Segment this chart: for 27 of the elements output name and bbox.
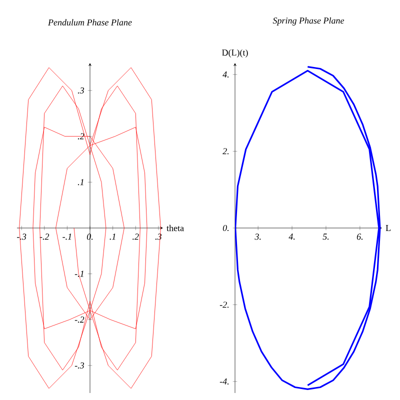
x-tick-label: 0. [86, 234, 93, 240]
x-tick-label: .1 [110, 234, 116, 240]
chart-title: Spring Phase Plane [272, 17, 344, 26]
y-tick-label: .3 [78, 87, 84, 94]
x-axis-title: theta [166, 224, 184, 232]
x-tick-label: -.3 [17, 234, 26, 240]
x-tick-label: 5. [322, 234, 329, 240]
x-tick-label: -.2 [40, 234, 50, 240]
x-tick-label: 6. [356, 234, 362, 240]
y-tick-label: 4. [222, 71, 229, 78]
line-series [235, 66, 382, 390]
x-tick-label: .2 [132, 234, 139, 240]
x-tick-label: 3. [254, 234, 261, 240]
chart-title: Pendulum Phase Plane [48, 19, 132, 26]
x-tick-label: 4. [288, 234, 295, 240]
x-axis-title: L [386, 225, 390, 231]
y-tick-label: -4. [220, 378, 229, 385]
y-tick-label: 2. [222, 148, 229, 154]
y-tick-label: -2. [220, 302, 229, 308]
x-tick-label: -.1 [62, 234, 72, 240]
y-tick-label: -.1 [74, 270, 84, 277]
y-tick-label: -.2 [74, 316, 84, 323]
y-tick-label: 0. [222, 224, 229, 232]
y-tick-label: .1 [78, 179, 84, 186]
y-tick-label: -.3 [74, 362, 84, 369]
y-axis-title: D(L)(t) [222, 49, 248, 58]
x-tick-label: .3 [155, 234, 162, 240]
